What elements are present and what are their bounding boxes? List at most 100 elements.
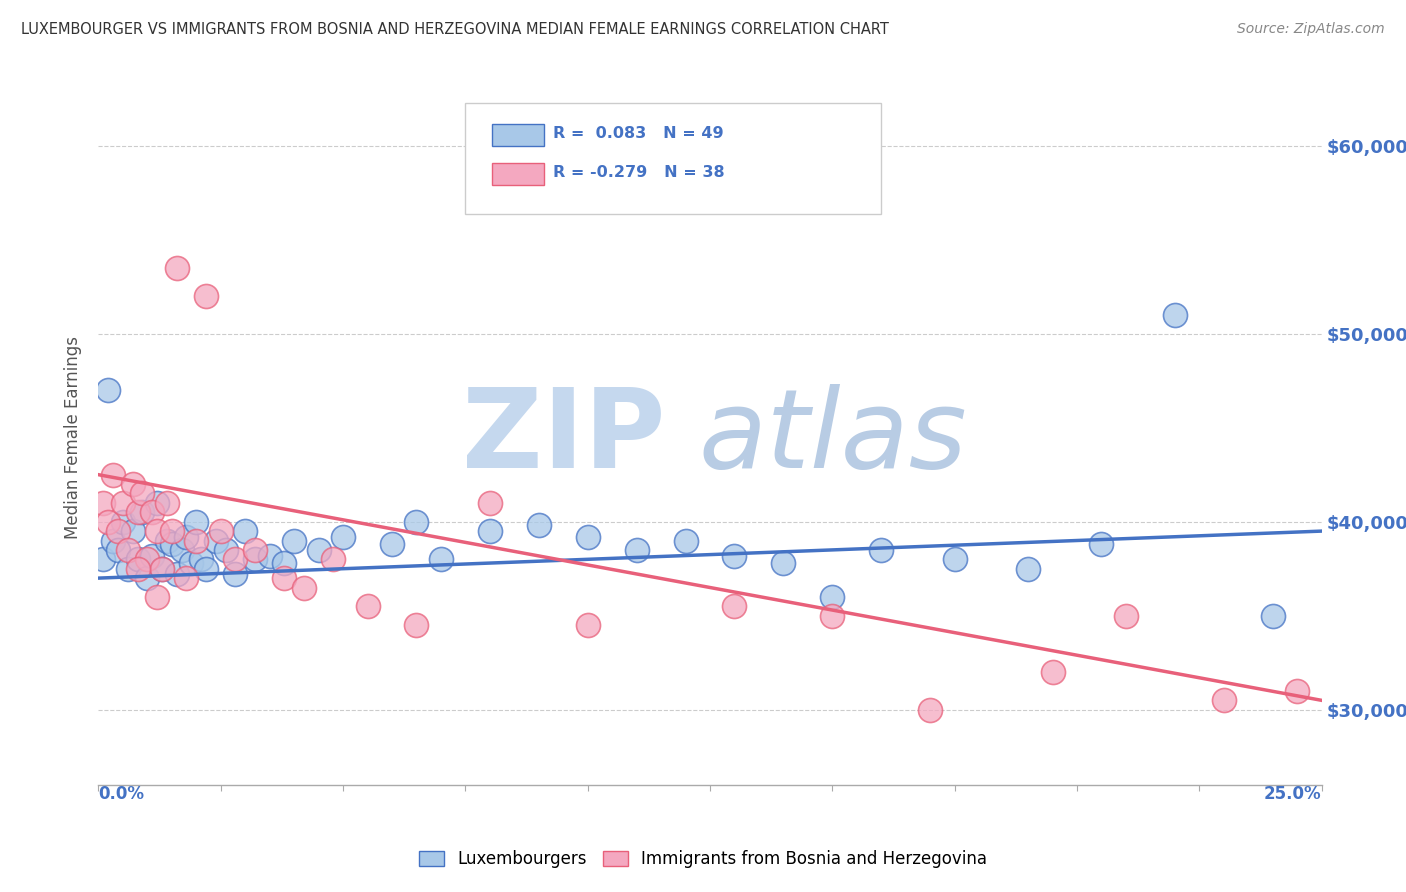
Point	[821, 590, 844, 604]
Point	[160, 524, 183, 538]
Text: atlas: atlas	[697, 384, 967, 491]
Point	[356, 599, 378, 614]
Text: R =  0.083   N = 49: R = 0.083 N = 49	[554, 127, 724, 141]
Point	[117, 542, 139, 557]
FancyBboxPatch shape	[465, 103, 882, 214]
Point	[97, 515, 120, 529]
Point	[117, 562, 139, 576]
Point	[101, 533, 124, 548]
Point	[195, 289, 218, 303]
Point	[772, 556, 794, 570]
Point	[1115, 608, 1137, 623]
Point	[723, 599, 745, 614]
Point	[920, 703, 942, 717]
Bar	[492, 124, 544, 146]
Point	[111, 515, 134, 529]
Text: ZIP: ZIP	[461, 384, 665, 491]
Point	[91, 496, 114, 510]
Bar	[492, 163, 544, 186]
Legend: Luxembourgers, Immigrants from Bosnia and Herzegovina: Luxembourgers, Immigrants from Bosnia an…	[412, 844, 994, 875]
Point	[150, 562, 173, 576]
Point	[190, 552, 212, 566]
Point	[150, 562, 173, 576]
Point	[243, 542, 266, 557]
Point	[131, 486, 153, 500]
Text: Source: ZipAtlas.com: Source: ZipAtlas.com	[1237, 22, 1385, 37]
Point	[243, 552, 266, 566]
Point	[195, 562, 218, 576]
Point	[1212, 693, 1234, 707]
Point	[870, 542, 893, 557]
Point	[576, 618, 599, 632]
Point	[127, 505, 149, 519]
Point	[478, 496, 501, 510]
Point	[131, 505, 153, 519]
Point	[214, 542, 236, 557]
Y-axis label: Median Female Earnings: Median Female Earnings	[65, 335, 83, 539]
Point	[1286, 684, 1309, 698]
Point	[107, 524, 129, 538]
Point	[127, 552, 149, 566]
Point	[723, 549, 745, 563]
Point	[111, 496, 134, 510]
Point	[176, 571, 198, 585]
Point	[527, 518, 550, 533]
Point	[127, 562, 149, 576]
Point	[136, 571, 159, 585]
Point	[1017, 562, 1039, 576]
Text: 25.0%: 25.0%	[1264, 785, 1322, 803]
Point	[478, 524, 501, 538]
Point	[943, 552, 966, 566]
Point	[1164, 308, 1187, 322]
Point	[146, 524, 169, 538]
Point	[170, 542, 193, 557]
Point	[91, 552, 114, 566]
Text: LUXEMBOURGER VS IMMIGRANTS FROM BOSNIA AND HERZEGOVINA MEDIAN FEMALE EARNINGS CO: LUXEMBOURGER VS IMMIGRANTS FROM BOSNIA A…	[21, 22, 889, 37]
Point	[156, 533, 179, 548]
Point	[283, 533, 305, 548]
Point	[405, 515, 427, 529]
Point	[675, 533, 697, 548]
Point	[141, 505, 163, 519]
Point	[1090, 537, 1112, 551]
Point	[176, 530, 198, 544]
Point	[430, 552, 453, 566]
Point	[101, 467, 124, 482]
Point	[97, 383, 120, 397]
Point	[160, 537, 183, 551]
Point	[166, 567, 188, 582]
Point	[821, 608, 844, 623]
Point	[224, 567, 246, 582]
Point	[205, 533, 228, 548]
Point	[146, 496, 169, 510]
Point	[308, 542, 330, 557]
Point	[273, 571, 295, 585]
Point	[107, 542, 129, 557]
Point	[141, 549, 163, 563]
Text: 0.0%: 0.0%	[98, 785, 145, 803]
Point	[576, 530, 599, 544]
Point	[405, 618, 427, 632]
Point	[626, 542, 648, 557]
Point	[273, 556, 295, 570]
Point	[381, 537, 404, 551]
Point	[121, 477, 143, 491]
Point	[259, 549, 281, 563]
Point	[209, 524, 232, 538]
Text: R = -0.279   N = 38: R = -0.279 N = 38	[554, 165, 725, 180]
Point	[233, 524, 256, 538]
Point	[322, 552, 344, 566]
Point	[156, 496, 179, 510]
Point	[121, 524, 143, 538]
Point	[224, 552, 246, 566]
Point	[332, 530, 354, 544]
Point	[136, 552, 159, 566]
Point	[146, 590, 169, 604]
Point	[1042, 665, 1064, 680]
Point	[186, 533, 208, 548]
Point	[186, 515, 208, 529]
Point	[166, 260, 188, 275]
Point	[292, 581, 315, 595]
Point	[180, 556, 202, 570]
Point	[1261, 608, 1284, 623]
